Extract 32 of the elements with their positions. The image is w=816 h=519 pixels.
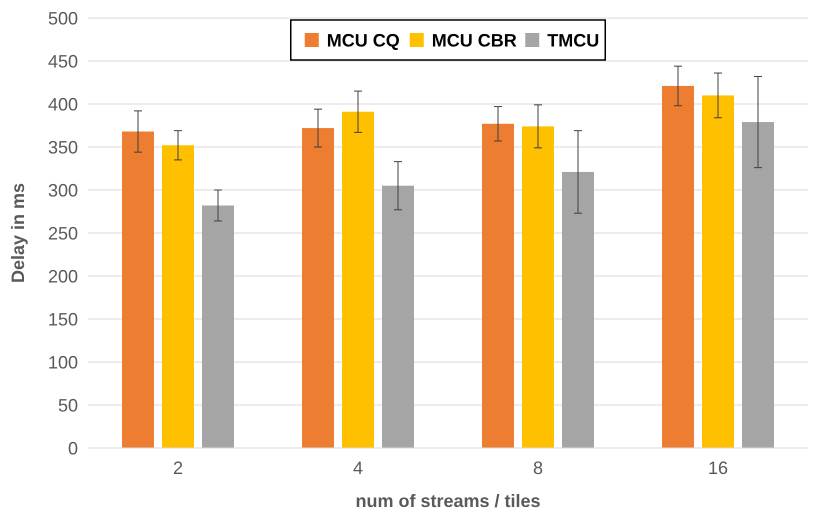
bar (122, 132, 154, 448)
bar (662, 86, 694, 448)
y-tick-label: 150 (48, 309, 78, 330)
bar (522, 126, 554, 448)
x-tick-label: 2 (172, 458, 184, 478)
y-tick-label: 200 (48, 266, 78, 286)
bar (742, 122, 774, 448)
legend-label: MCU CBR (432, 30, 517, 50)
y-tick-label: 50 (58, 395, 78, 416)
y-axis-title: Delay in ms (8, 182, 28, 284)
bar (342, 112, 374, 448)
bar (162, 145, 194, 448)
x-tick-label: 4 (352, 458, 364, 478)
y-tick-label: 250 (48, 223, 78, 244)
x-tick-label: 8 (532, 458, 544, 478)
y-tick-label: 500 (48, 8, 78, 28)
bar (302, 128, 334, 448)
bar (382, 186, 414, 448)
y-tick-label: 0 (68, 438, 78, 458)
bar (482, 124, 514, 448)
legend-label: MCU CQ (326, 30, 400, 50)
legend-label: TMCU (547, 30, 600, 50)
y-tick-label: 350 (48, 137, 78, 158)
y-tick-label: 300 (48, 180, 78, 200)
bar (202, 205, 234, 448)
y-tick-label: 100 (48, 352, 78, 372)
x-tick-label: 16 (708, 458, 728, 478)
x-axis-title: num of streams / tiles (355, 491, 541, 511)
bar (702, 95, 734, 448)
y-tick-label: 400 (48, 94, 78, 114)
bar (562, 172, 594, 448)
y-tick-label: 450 (48, 51, 78, 72)
